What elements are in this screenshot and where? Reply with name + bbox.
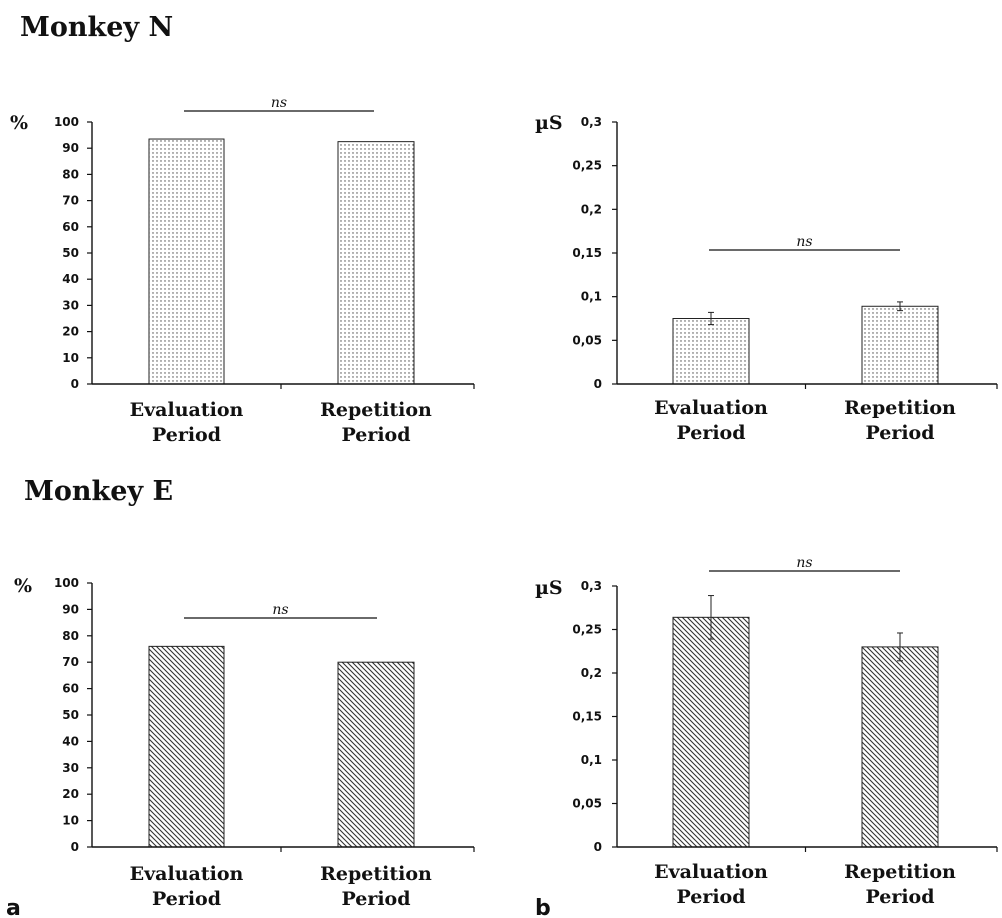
y-tick-label-3: 0,15 <box>572 710 602 724</box>
bar-1 <box>337 661 415 848</box>
y-tick-label-5: 50 <box>62 708 79 722</box>
significance-label: ns <box>272 602 288 618</box>
heading-monkey-e: Monkey E <box>24 476 173 507</box>
chart-monkey-e-percent: 0 10 20 30 40 50 60 70 80 90 100% Evaluation Period R… <box>14 575 475 910</box>
y-tick-label-8: 80 <box>62 167 79 181</box>
y-tick-label-5: 0,25 <box>572 159 602 173</box>
y-tick-label-0: 0 <box>71 377 79 391</box>
y-tick-label-1: 10 <box>62 814 79 828</box>
y-tick-label-9: 90 <box>62 141 79 155</box>
y-tick-label-4: 40 <box>62 272 79 286</box>
chart-monkey-n-percent: 0 10 20 30 40 50 60 70 80 90 100% Evaluation Period R… <box>10 95 475 446</box>
y-tick-label-9: 90 <box>62 602 79 616</box>
category-label-1-0: Repetition <box>844 397 956 419</box>
y-tick-label-1: 0,05 <box>572 797 602 811</box>
y-tick-label-2: 0,1 <box>581 753 602 767</box>
bar-1 <box>337 141 415 385</box>
y-unit-label: µS <box>535 112 563 134</box>
y-tick-label-6: 60 <box>62 220 79 234</box>
category-label-0-1: Period <box>676 886 745 908</box>
y-tick-label-5: 0,25 <box>572 623 602 637</box>
heading-monkey-n: Monkey N <box>20 12 173 43</box>
category-label-0-1: Period <box>152 424 221 446</box>
y-tick-label-10: 100 <box>54 115 79 129</box>
y-tick-label-0: 0 <box>71 840 79 854</box>
category-label-1-1: Period <box>341 424 410 446</box>
category-label-0-0: Evaluation <box>130 863 244 885</box>
y-tick-label-1: 10 <box>62 351 79 365</box>
category-label-1-1: Period <box>341 888 410 910</box>
category-label-0-0: Evaluation <box>654 861 768 883</box>
y-tick-label-4: 0,2 <box>581 666 602 680</box>
y-tick-label-3: 30 <box>62 761 79 775</box>
y-tick-label-2: 0,1 <box>581 290 602 304</box>
significance-label: ns <box>796 234 812 250</box>
bar-1 <box>861 305 939 385</box>
y-tick-label-2: 20 <box>62 325 79 339</box>
bar-0 <box>148 138 225 385</box>
y-tick-label-10: 100 <box>54 576 79 590</box>
category-label-0-0: Evaluation <box>130 399 244 421</box>
y-tick-label-4: 40 <box>62 734 79 748</box>
significance-label: ns <box>796 555 812 571</box>
y-unit-label: % <box>10 112 28 134</box>
category-label-0-0: Evaluation <box>654 397 768 419</box>
category-label-1-0: Repetition <box>844 861 956 883</box>
y-tick-label-3: 0,15 <box>572 246 602 260</box>
bar-1 <box>861 646 939 848</box>
y-tick-label-6: 0,3 <box>581 115 602 129</box>
y-tick-label-6: 0,3 <box>581 579 602 593</box>
category-label-1-0: Repetition <box>320 863 432 885</box>
y-tick-label-7: 70 <box>62 655 79 669</box>
chart-monkey-n-us: 0 0,05 0,1 0,15 0,2 0,25 0,3 µS Evaluation Period… <box>535 112 998 444</box>
y-tick-label-5: 50 <box>62 246 79 260</box>
category-label-0-1: Period <box>676 422 745 444</box>
y-tick-label-6: 60 <box>62 682 79 696</box>
y-unit-label: µS <box>535 577 563 599</box>
y-tick-label-0: 0 <box>594 377 602 391</box>
chart-monkey-e-us: 0 0,05 0,1 0,15 0,2 0,25 0,3 µS Evaluation Period… <box>535 555 998 908</box>
y-tick-label-1: 0,05 <box>572 333 602 347</box>
bar-0 <box>148 645 225 848</box>
y-unit-label: % <box>14 575 32 597</box>
panel-label-b: b <box>535 896 551 918</box>
panel-label-a: a <box>6 896 21 918</box>
category-label-1-1: Period <box>865 422 934 444</box>
y-tick-label-3: 30 <box>62 298 79 312</box>
y-tick-label-8: 80 <box>62 629 79 643</box>
y-tick-label-0: 0 <box>594 840 602 854</box>
significance-label: ns <box>271 95 287 111</box>
category-label-1-1: Period <box>865 886 934 908</box>
y-tick-label-4: 0,2 <box>581 202 602 216</box>
bar-0 <box>672 318 750 385</box>
y-tick-label-2: 20 <box>62 787 79 801</box>
category-label-1-0: Repetition <box>320 399 432 421</box>
category-label-0-1: Period <box>152 888 221 910</box>
bar-0 <box>672 616 750 848</box>
y-tick-label-7: 70 <box>62 194 79 208</box>
